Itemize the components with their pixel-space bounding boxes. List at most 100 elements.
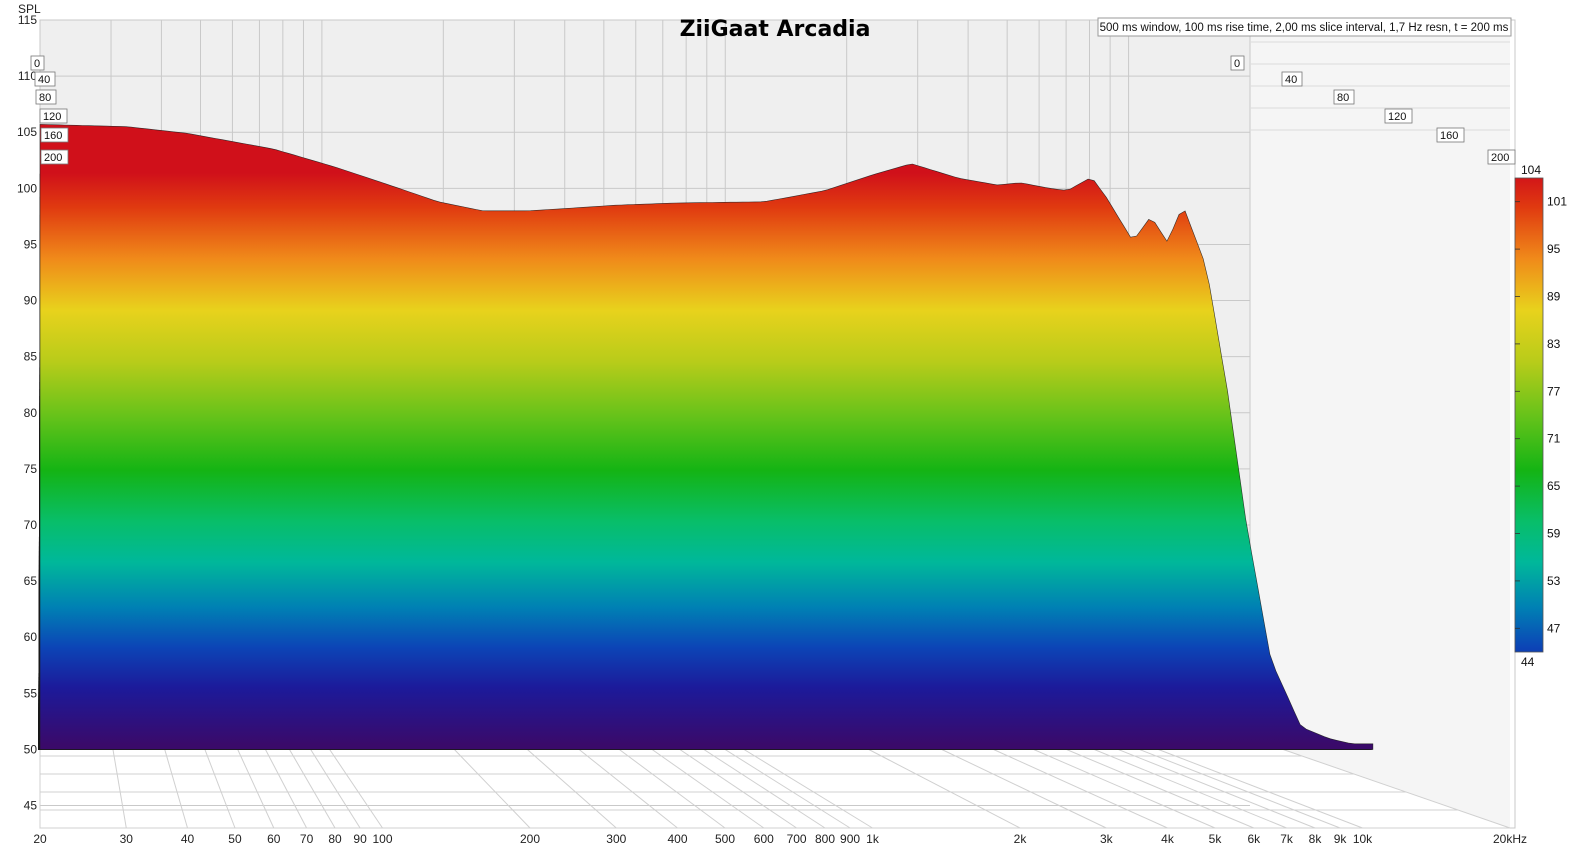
floor-gridline xyxy=(635,737,765,829)
x-tick-label: 3k xyxy=(1100,832,1114,846)
floor-gridline xyxy=(1128,737,1363,829)
colorbar-tick-label: 59 xyxy=(1547,527,1561,541)
time-label-right: 160 xyxy=(1440,130,1458,142)
colorbar-tick-label: 47 xyxy=(1547,621,1561,635)
floor-gridline xyxy=(160,737,188,829)
floor-gridline xyxy=(846,737,1021,829)
x-tick-label: 60 xyxy=(267,832,281,846)
floor-gridline xyxy=(706,737,851,829)
y-tick-label: 70 xyxy=(24,518,38,532)
x-tick-label: 400 xyxy=(667,832,687,846)
floor-gridline xyxy=(258,737,308,829)
time-label-box xyxy=(1333,89,1355,105)
x-tick-label: 6k xyxy=(1247,832,1261,846)
x-tick-label: 500 xyxy=(715,832,735,846)
x-tick-label: 20kHz xyxy=(1493,832,1527,846)
time-label-box xyxy=(34,71,56,87)
x-tick-label: 100 xyxy=(372,832,392,846)
time-label-box xyxy=(30,55,45,71)
colorbar-tick-label: 89 xyxy=(1547,290,1561,304)
floor-gridline xyxy=(1038,737,1254,829)
x-tick-label: 300 xyxy=(606,832,626,846)
floor-gridline xyxy=(1109,737,1341,829)
floor-gridline xyxy=(303,737,361,829)
y-tick-label: 75 xyxy=(24,462,38,476)
floor-gridline xyxy=(917,737,1107,829)
y-tick-label: 105 xyxy=(17,125,37,139)
y-tick-label: 85 xyxy=(24,350,38,364)
time-label-right-group: 200 xyxy=(1487,149,1516,165)
x-tick-label: 70 xyxy=(300,832,314,846)
time-label-right: 0 xyxy=(1234,58,1240,70)
time-label-box xyxy=(40,149,69,165)
floor-gridline xyxy=(724,737,873,829)
time-label-right-group: 0 xyxy=(1230,55,1245,71)
y-tick-label: 80 xyxy=(24,406,38,420)
y-tick-label: 45 xyxy=(24,799,38,813)
time-label-right-group: 160 xyxy=(1436,127,1465,143)
floor-gridline xyxy=(282,737,336,829)
floor-gridline xyxy=(662,737,797,829)
colorbar-tick-label: 83 xyxy=(1547,337,1561,351)
y-tick-label: 95 xyxy=(24,237,38,251)
x-tick-label: 700 xyxy=(787,832,807,846)
y-tick-label: 50 xyxy=(24,742,38,756)
settings-text: 500 ms window, 100 ms rise time, 2,00 ms… xyxy=(1100,22,1509,34)
floor-gridline xyxy=(564,737,678,829)
colorbar-tick-label: 71 xyxy=(1547,432,1561,446)
y-tick-label: 100 xyxy=(17,181,37,195)
time-label-box xyxy=(1281,71,1303,87)
colorbar-tick-label: 104 xyxy=(1521,163,1541,177)
x-tick-label: 40 xyxy=(181,832,195,846)
time-label-right-group: 40 xyxy=(1281,71,1303,87)
colorbar-tick-label: 65 xyxy=(1547,479,1561,493)
x-tick-label: 7k xyxy=(1280,832,1294,846)
time-label-left: 120 xyxy=(43,111,61,123)
floor-gridline xyxy=(603,737,726,829)
time-label-box xyxy=(1436,127,1465,143)
time-label-left-group: 160 xyxy=(40,127,69,143)
floor-gridline xyxy=(442,737,531,829)
time-label-box xyxy=(1487,149,1516,165)
x-tick-label: 800 xyxy=(815,832,835,846)
x-tick-label: 90 xyxy=(353,832,367,846)
settings-box xyxy=(1097,17,1512,37)
x-tick-label: 4k xyxy=(1161,832,1175,846)
time-label-box xyxy=(40,127,69,143)
colorbar-tick-label: 53 xyxy=(1547,574,1561,588)
x-tick-label: 8k xyxy=(1309,832,1323,846)
time-label-right-group: 80 xyxy=(1333,89,1355,105)
floor-gridline xyxy=(321,737,383,829)
time-label-left-group: 120 xyxy=(39,108,68,124)
y-axis-label: SPL xyxy=(18,2,41,16)
time-label-left: 160 xyxy=(44,130,62,142)
time-label-left: 80 xyxy=(39,92,51,104)
axes: 115 110 105 100 95 90 85 80 75 70 65 60 55 50 45 20 30 40… xyxy=(17,13,1527,846)
x-tick-label: 30 xyxy=(120,832,134,846)
x-tick-label: 900 xyxy=(840,832,860,846)
time-label-right: 40 xyxy=(1285,74,1297,86)
colorbar-tick-label: 44 xyxy=(1521,655,1535,669)
colorbar-gradient xyxy=(1514,177,1544,653)
x-tick-label: 9k xyxy=(1334,832,1348,846)
time-label-right: 200 xyxy=(1491,152,1509,164)
y-tick-label: 90 xyxy=(24,294,38,308)
floor-gridline xyxy=(685,737,826,829)
floor-gridline xyxy=(1089,737,1316,829)
time-label-left-group: 40 xyxy=(34,71,56,87)
x-tick-label: 600 xyxy=(754,832,774,846)
floor-gridline xyxy=(967,737,1168,829)
time-label-left: 40 xyxy=(38,74,50,86)
y-tick-label: 65 xyxy=(24,574,38,588)
time-label-left: 0 xyxy=(34,58,40,70)
x-tick-label: 1k xyxy=(866,832,880,846)
x-tick-label: 2k xyxy=(1014,832,1028,846)
floor-gridline xyxy=(514,737,617,829)
x-tick-label: 5k xyxy=(1209,832,1223,846)
time-label-left-group: 200 xyxy=(40,149,69,165)
x-tick-label: 20 xyxy=(33,832,47,846)
floor-gridline xyxy=(200,737,236,829)
y-tick-label: 115 xyxy=(18,13,37,27)
x-tick-label: 200 xyxy=(520,832,540,846)
